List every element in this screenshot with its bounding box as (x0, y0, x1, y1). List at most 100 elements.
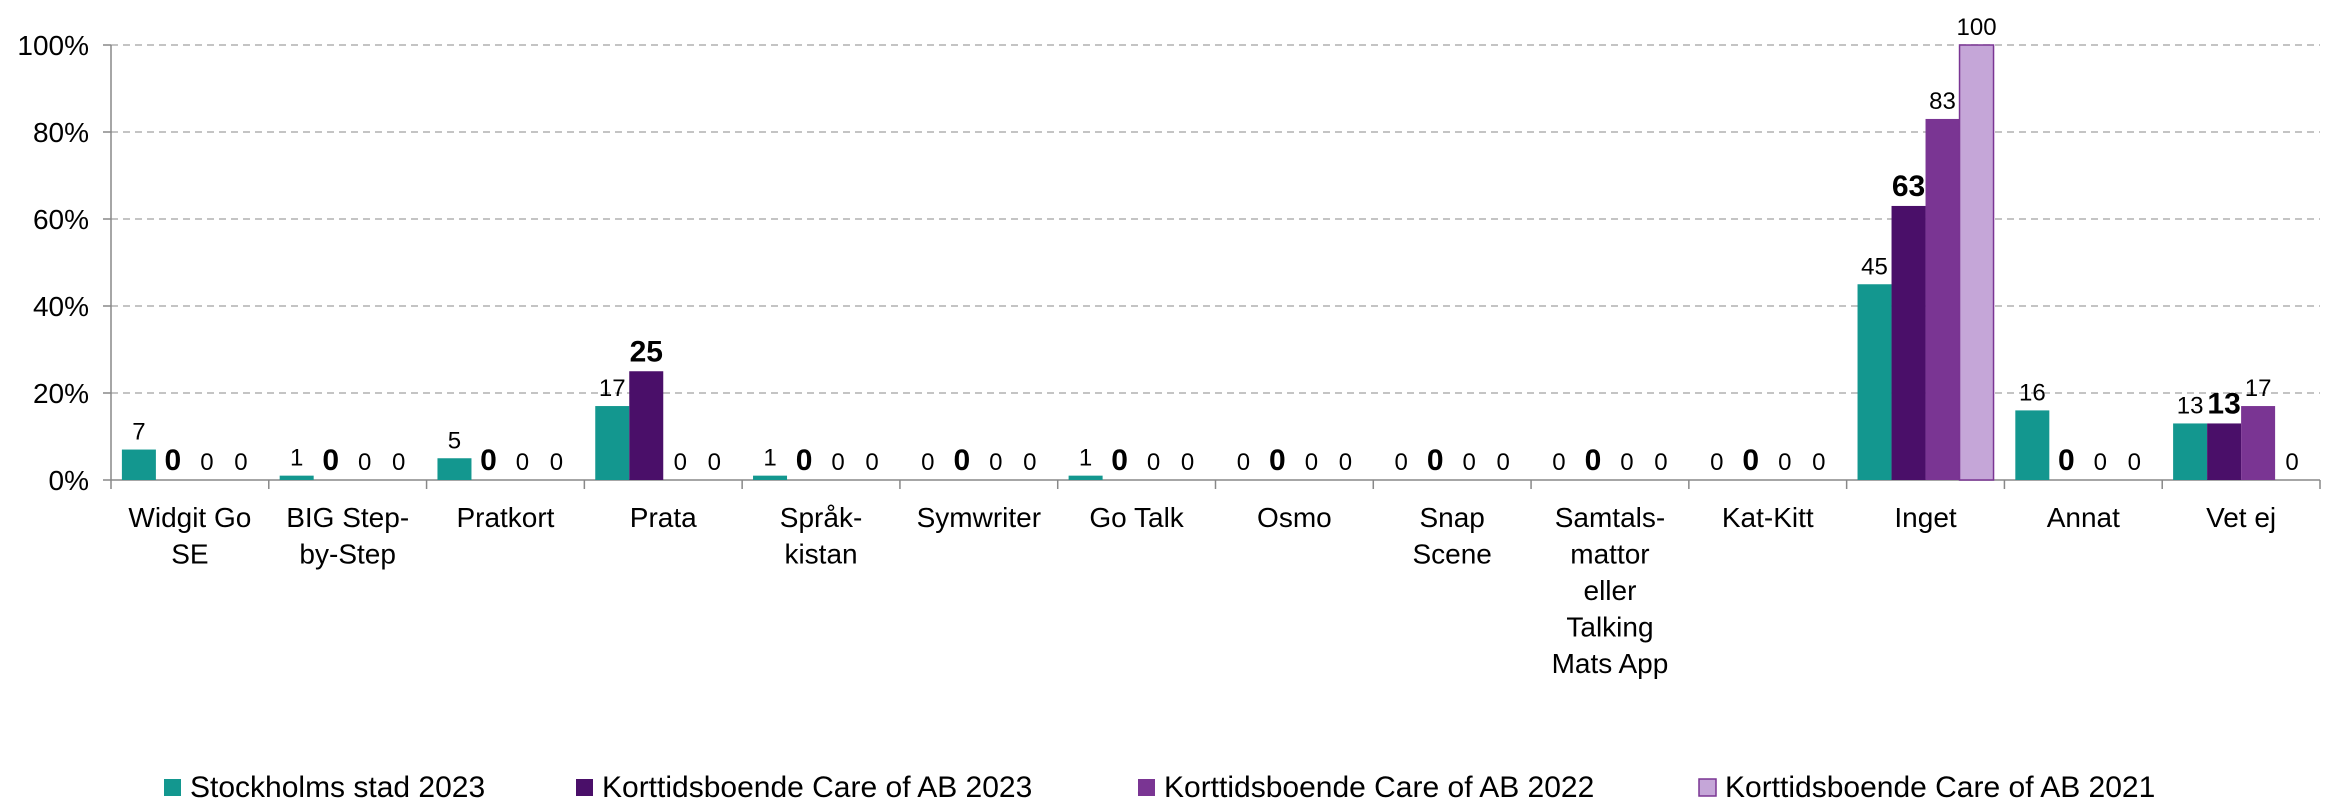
data-label: 17 (2245, 375, 2272, 402)
x-tick-label: Osmo (1257, 502, 1332, 533)
data-label: 13 (2177, 392, 2204, 419)
bar (1958, 44, 1995, 481)
bar (2241, 406, 2276, 480)
data-label: 83 (1929, 88, 1956, 115)
data-label: 5 (448, 427, 461, 454)
data-label: 0 (1462, 449, 1475, 476)
bar (1857, 284, 1892, 480)
data-label: 0 (1181, 449, 1194, 476)
data-label: 0 (921, 449, 934, 476)
data-label: 0 (1305, 449, 1318, 476)
data-label: 0 (1394, 449, 1407, 476)
data-label: 0 (1339, 449, 1352, 476)
data-label: 1 (1079, 445, 1092, 472)
data-label: 0 (1710, 449, 1723, 476)
bar (1891, 205, 1926, 480)
data-label: 0 (1237, 449, 1250, 476)
data-label: 0 (708, 449, 721, 476)
data-label: 0 (322, 444, 339, 477)
data-label: 0 (234, 449, 247, 476)
data-label: 0 (1023, 449, 1036, 476)
data-label: 1 (763, 445, 776, 472)
data-label: 0 (1147, 449, 1160, 476)
data-label: 17 (599, 375, 626, 402)
legend-swatch (1138, 779, 1155, 796)
data-label: 100 (1957, 14, 1997, 41)
data-label: 0 (953, 444, 970, 477)
x-tick-label: Annat (2047, 502, 2120, 533)
data-label: 13 (2207, 387, 2240, 420)
legend-item: Stockholms stad 2023 (164, 771, 485, 803)
x-tick-label: Go Talk (1089, 502, 1184, 533)
data-label: 25 (630, 335, 663, 368)
x-tick-label: Symwriter (917, 502, 1041, 533)
data-label: 7 (132, 419, 145, 446)
bar (629, 371, 664, 480)
data-label: 0 (480, 444, 497, 477)
data-label: 0 (1427, 444, 1444, 477)
x-tick-label: Kat-Kitt (1722, 502, 1814, 533)
data-label: 0 (200, 449, 213, 476)
data-label: 0 (358, 449, 371, 476)
data-label: 0 (831, 449, 844, 476)
y-tick-label: 20% (33, 378, 89, 409)
x-tick-label: Pratkort (456, 502, 554, 533)
bar (2015, 410, 2050, 480)
y-tick-label: 0% (49, 465, 89, 496)
data-label: 0 (1812, 449, 1825, 476)
data-label: 0 (1552, 449, 1565, 476)
bar (279, 475, 314, 480)
data-label: 0 (2094, 449, 2107, 476)
data-label: 0 (989, 449, 1002, 476)
bar (437, 458, 472, 480)
legend-label: Stockholms stad 2023 (190, 771, 485, 803)
data-label: 0 (674, 449, 687, 476)
y-tick-label: 80% (33, 117, 89, 148)
y-tick-label: 100% (17, 30, 89, 61)
data-label: 0 (1111, 444, 1128, 477)
x-tick-label: Snap Scene (1412, 502, 1491, 570)
x-tick-label: BIG Step-by-Step (286, 502, 409, 570)
bar (2173, 423, 2208, 480)
legend-item: Korttidsboende Care of AB 2023 (576, 771, 1032, 803)
legend-swatch (1698, 778, 1717, 797)
data-label: 0 (1269, 444, 1286, 477)
data-label: 0 (1778, 449, 1791, 476)
bar (1068, 475, 1103, 480)
x-tick-label: Prata (630, 502, 697, 533)
data-label: 0 (2285, 449, 2298, 476)
x-tick-label: Inget (1894, 502, 1956, 533)
data-label: 0 (1620, 449, 1633, 476)
x-tick-label: Widgit Go SE (128, 502, 251, 570)
y-tick-label: 40% (33, 291, 89, 322)
data-label: 0 (516, 449, 529, 476)
data-label: 16 (2019, 379, 2046, 406)
data-label: 0 (865, 449, 878, 476)
data-label: 0 (550, 449, 563, 476)
bar (595, 406, 630, 480)
data-label: 0 (2128, 449, 2141, 476)
bar (2207, 423, 2242, 480)
legend-item: Korttidsboende Care of AB 2022 (1138, 771, 1594, 803)
legend-label: Korttidsboende Care of AB 2021 (1725, 771, 2155, 803)
data-label: 0 (1496, 449, 1509, 476)
legend-label: Korttidsboende Care of AB 2022 (1164, 771, 1594, 803)
bar (121, 449, 156, 480)
data-label: 63 (1892, 170, 1925, 203)
data-label: 0 (1585, 444, 1602, 477)
bar (753, 475, 788, 480)
data-label: 0 (1654, 449, 1667, 476)
data-label: 0 (796, 444, 813, 477)
x-tick-label: Språk-kistan (780, 502, 862, 570)
legend-swatch (576, 779, 593, 796)
legend-swatch (164, 779, 181, 796)
data-label: 45 (1861, 253, 1888, 280)
x-tick-label: Vet ej (2206, 502, 2276, 533)
data-label: 0 (2058, 444, 2075, 477)
bar (1925, 118, 1960, 480)
y-tick-label: 60% (33, 204, 89, 235)
legend-label: Korttidsboende Care of AB 2023 (602, 771, 1032, 803)
x-tick-label: Samtals-mattor eller Talking Mats App (1552, 502, 1669, 679)
data-label: 0 (392, 449, 405, 476)
